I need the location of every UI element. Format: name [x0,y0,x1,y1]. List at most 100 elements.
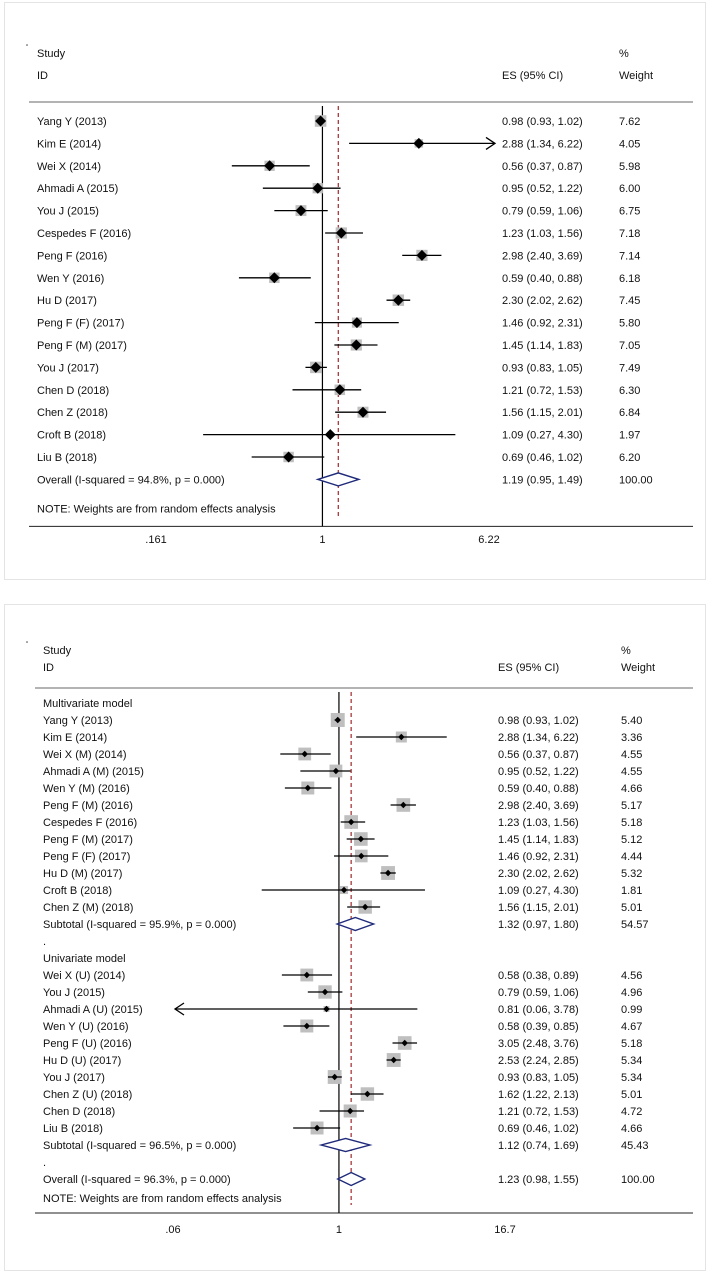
x-tick-label: 1 [336,1224,342,1236]
point-estimate [331,1073,338,1081]
header-id: ID [37,70,48,82]
study-label: Ahmadi A (U) (2015) [43,1004,143,1016]
point-estimate [310,361,322,373]
study-ci-text: 1.56 (1.15, 2.01) [502,407,583,419]
x-tick-label: .06 [165,1224,180,1236]
point-estimate [398,733,405,741]
study-weight: 4.05 [619,138,640,150]
point-estimate [390,1056,397,1064]
header-id: ID [43,662,54,674]
study-weight: 0.99 [621,1004,642,1016]
study-ci-text: 1.09 (0.27, 4.30) [502,430,583,442]
forest-plot-panel-2: Study ID ES (95% CI)% Weight Multivariate mo… [4,604,706,1271]
point-estimate [384,869,392,877]
header-es: ES (95% CI) [502,70,563,82]
study-ci-text: 2.88 (1.34, 6.22) [498,732,579,744]
forest-plot-2: Study ID ES (95% CI)% Weight Multivariate mo… [26,641,693,1236]
study-weight: 4.72 [621,1106,642,1118]
study-ci-text: 0.56 (0.37, 0.87) [498,749,579,761]
study-weight: 1.97 [619,430,640,442]
corner-dot [26,641,28,643]
point-estimate [335,227,347,239]
point-estimate [323,1005,330,1013]
study-label: Kim E (2014) [37,138,101,150]
group-label: Univariate model [43,953,126,965]
subtotal-diamond [335,916,376,932]
study-weight: 7.18 [619,228,640,240]
x-tick-label: 16.7 [494,1224,515,1236]
study-weight: 3.36 [621,732,642,744]
overall-label: Overall (I-squared = 96.3%, p = 0.000) [43,1174,231,1186]
point-estimate [324,429,336,441]
study-ci-text: 0.95 (0.52, 1.22) [498,766,579,778]
study-ci-text: 1.45 (1.14, 1.83) [502,340,583,352]
study-label: Hu D (M) (2017) [43,868,122,880]
point-estimate [268,272,280,284]
x-tick-label: 6.22 [478,534,499,546]
study-ci-text: 0.58 (0.38, 0.89) [498,970,579,982]
study-label: Chen Z (M) (2018) [43,902,133,914]
study-ci-text: 2.53 (2.24, 2.85) [498,1055,579,1067]
study-label: Peng F (M) (2016) [43,800,133,812]
point-estimate [392,294,404,306]
study-label: Liu B (2018) [43,1123,103,1135]
ci-arrow-left [173,1002,185,1016]
study-weight: 5.12 [621,834,642,846]
study-ci-text: 1.21 (0.72, 1.53) [502,385,583,397]
study-label: Liu B (2018) [37,452,97,464]
subtotal-diamond [318,1137,373,1153]
study-weight: 4.96 [621,987,642,999]
study-ci-text: 2.88 (1.34, 6.22) [502,138,583,150]
study-weight: 5.01 [621,902,642,914]
study-ci-text: 0.98 (0.93, 1.02) [498,715,579,727]
study-label: Croft B (2018) [43,885,112,897]
study-label: Ahmadi A (M) (2015) [43,766,144,778]
study-ci-text: 2.30 (2.02, 2.62) [502,295,583,307]
study-ci-text: 1.46 (0.92, 2.31) [502,318,583,330]
point-estimate [346,1107,354,1115]
study-weight: 5.18 [621,817,642,829]
study-weight: 4.66 [621,783,642,795]
point-estimate [358,852,365,860]
study-weight: 7.49 [619,362,640,374]
study-ci-text: 3.05 (2.48, 3.76) [498,1038,579,1050]
corner-dot [26,44,28,46]
study-label: Wen Y (M) (2016) [43,783,130,795]
study-ci-text: 0.58 (0.39, 0.85) [498,1021,579,1033]
study-ci-text: 0.69 (0.46, 1.02) [498,1123,579,1135]
point-estimate [313,1124,321,1132]
study-ci-text: 1.09 (0.27, 4.30) [498,885,579,897]
point-estimate [332,767,340,775]
dot-label: . [43,1157,46,1169]
study-label: Chen Z (2018) [37,407,108,419]
overall-weight: 100.00 [619,474,653,486]
overall-ci-text: 1.23 (0.98, 1.55) [498,1174,579,1186]
study-label: Chen D (2018) [37,385,109,397]
study-label: Cespedes F (2016) [43,817,137,829]
study-weight: 4.66 [621,1123,642,1135]
weights-note: NOTE: Weights are from random effects an… [43,1193,282,1205]
overall-label: Overall (I-squared = 94.8%, p = 0.000) [37,474,225,486]
study-label: You J (2015) [37,206,99,218]
point-estimate [350,339,362,351]
study-ci-text: 2.98 (2.40, 3.69) [498,800,579,812]
point-estimate [357,835,365,843]
point-estimate [364,1090,371,1098]
study-label: Yang Y (2013) [43,715,113,727]
study-label: Peng F (M) (2017) [43,834,133,846]
subtotal-weight: 45.43 [621,1140,649,1152]
study-label: Wen Y (U) (2016) [43,1021,129,1033]
study-weight: 7.05 [619,340,640,352]
point-estimate [357,406,369,418]
study-label: Wen Y (2016) [37,273,104,285]
study-ci-text: 0.59 (0.40, 0.88) [498,783,579,795]
study-ci-text: 0.93 (0.83, 1.05) [502,362,583,374]
header-es: ES (95% CI) [498,662,559,674]
study-label: You J (2017) [37,362,99,374]
point-estimate [295,205,307,217]
header-percent: % [619,48,629,60]
subtotal-ci-text: 1.32 (0.97, 1.80) [498,919,579,931]
weights-note: NOTE: Weights are from random effects an… [37,503,276,515]
study-weight: 7.14 [619,250,640,262]
point-estimate [315,115,327,127]
